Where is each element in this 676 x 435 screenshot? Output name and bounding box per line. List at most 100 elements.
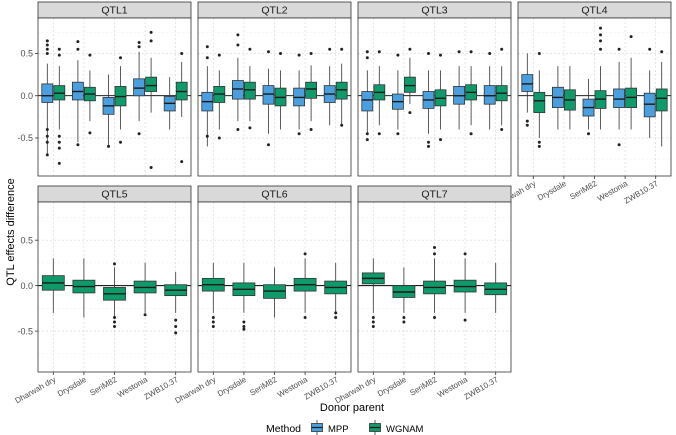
outlier-point xyxy=(328,47,332,51)
box-body xyxy=(243,81,256,100)
outlier-point xyxy=(365,132,369,136)
panel-border xyxy=(357,17,512,177)
legend: Method MPP WGNAM xyxy=(266,420,424,435)
box-wgnam-serim82 xyxy=(103,262,126,329)
box-wgnam-serim82 xyxy=(594,26,607,130)
legend-entry-wgnam: WGNAM xyxy=(368,420,424,435)
box-body xyxy=(335,81,348,100)
outlier-point xyxy=(365,56,369,60)
outlier-point xyxy=(236,43,240,47)
outlier-point xyxy=(433,245,436,249)
outlier-point xyxy=(174,318,178,322)
box-body xyxy=(262,85,275,105)
y-tick-label: 0.5 xyxy=(20,49,33,59)
outlier-point xyxy=(174,331,178,335)
outlier-point xyxy=(439,53,442,57)
outlier-point xyxy=(371,320,375,324)
outlier-point xyxy=(205,56,209,60)
outlier-point xyxy=(236,128,240,132)
outlier-point xyxy=(303,315,307,319)
outlier-point xyxy=(433,315,436,319)
legend-title: Method xyxy=(266,423,301,435)
outlier-point xyxy=(617,143,621,147)
outlier-point xyxy=(242,325,246,329)
panel-qtl2: QTL2 xyxy=(197,1,352,177)
outlier-point xyxy=(88,131,92,135)
panel-qtl3: QTL3 xyxy=(357,1,512,177)
box-mpp-drysdale xyxy=(72,40,84,147)
box-mpp-serim82 xyxy=(262,50,275,147)
y-tick-label: -0.5 xyxy=(17,326,33,336)
outlier-point xyxy=(113,262,116,266)
legend-entry-mpp: MPP xyxy=(310,420,349,435)
box-mpp-dharwah-dry xyxy=(41,39,54,157)
box-mpp-westonia xyxy=(293,53,306,136)
x-tick-label: Drysdale xyxy=(56,375,88,399)
outlier-point xyxy=(660,50,664,54)
outlier-point xyxy=(205,45,209,49)
x-tick-label: ZWB10.37 xyxy=(622,179,660,206)
box-body xyxy=(231,80,244,100)
box-mpp-dharwah-dry xyxy=(361,50,374,142)
outlier-point xyxy=(396,53,400,57)
box-wgnam-serim82 xyxy=(114,56,127,144)
outlier-point xyxy=(500,128,504,132)
box-wgnam-dharwah-dry xyxy=(533,51,546,148)
outlier-point xyxy=(113,320,116,324)
box-mpp-zwb10-37 xyxy=(483,51,496,130)
outlier-point xyxy=(408,47,412,51)
outlier-point xyxy=(45,39,49,43)
outlier-point xyxy=(303,252,307,256)
outlier-point xyxy=(340,123,344,127)
box-body xyxy=(613,88,625,108)
outlier-point xyxy=(119,56,122,60)
outlier-point xyxy=(433,252,436,256)
outlier-point xyxy=(217,136,221,140)
box-mpp-dharwah-dry xyxy=(521,53,534,127)
box-wgnam-dharwah-dry xyxy=(53,47,66,165)
outlier-point xyxy=(267,143,270,147)
box-wgnam-zwb10-37 xyxy=(495,47,508,132)
outlier-point xyxy=(599,33,602,37)
x-tick-label: ZWB10.37 xyxy=(462,375,500,402)
x-tick-label: SeriM82 xyxy=(88,375,119,398)
outlier-point xyxy=(137,45,141,49)
outlier-point xyxy=(57,47,61,51)
outlier-point xyxy=(525,123,529,127)
box-wgnam-serim82 xyxy=(274,51,287,130)
legend-label: WGNAM xyxy=(386,424,424,435)
outlier-point xyxy=(309,128,313,132)
outlier-point xyxy=(427,144,430,148)
outlier-point xyxy=(408,111,412,115)
x-tick-label: Drysdale xyxy=(376,375,408,399)
outlier-point xyxy=(334,311,338,315)
outlier-point xyxy=(537,51,541,55)
outlier-point xyxy=(236,33,240,37)
box-mpp-zwb10-37 xyxy=(643,47,656,138)
box-wgnam-zwb10-37 xyxy=(175,51,188,164)
outlier-point xyxy=(211,320,215,324)
outlier-point xyxy=(242,320,246,324)
box-mpp-zwb10-37 xyxy=(323,47,336,126)
outlier-point xyxy=(76,40,80,44)
outlier-point xyxy=(113,315,116,319)
box-wgnam-westonia xyxy=(293,252,317,319)
box-body xyxy=(655,88,668,112)
outlier-point xyxy=(463,318,467,322)
box-body xyxy=(133,78,146,97)
box-wgnam-zwb10-37 xyxy=(484,262,508,313)
box-wgnam-dharwah-dry xyxy=(361,258,385,329)
outlier-point xyxy=(76,143,80,147)
box-mpp-westonia xyxy=(613,47,625,147)
outlier-point xyxy=(599,47,602,51)
outlier-point xyxy=(149,166,153,170)
outlier-point xyxy=(427,140,430,144)
outlier-point xyxy=(439,138,442,142)
box-mpp-drysdale xyxy=(231,33,244,132)
outlier-point xyxy=(617,47,621,51)
box-wgnam-dharwah-dry xyxy=(41,258,65,313)
box-body xyxy=(533,91,546,114)
